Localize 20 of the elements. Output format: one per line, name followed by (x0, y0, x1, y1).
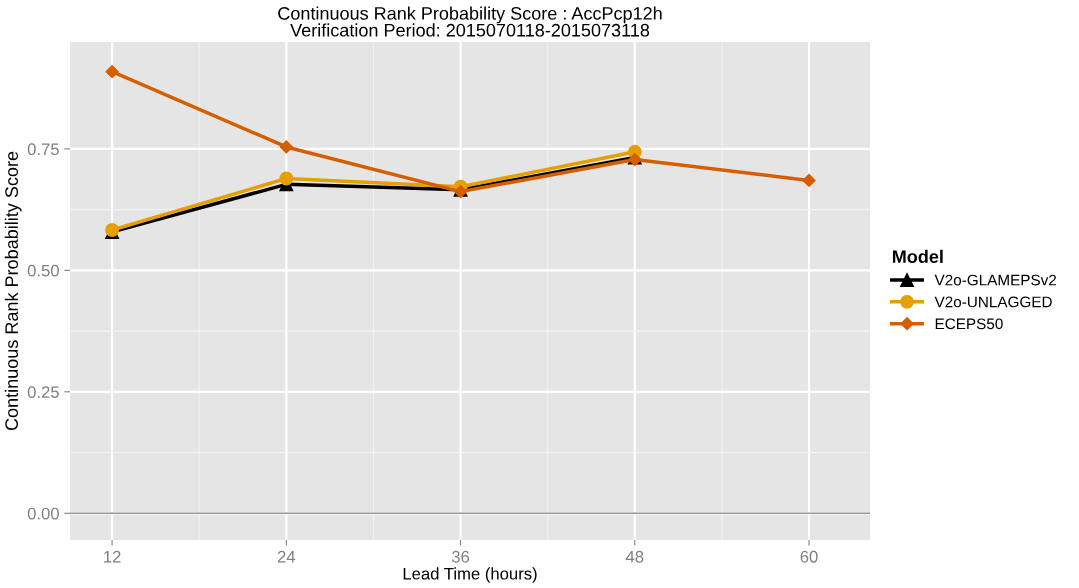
legend-label: ECEPS50 (935, 318, 1003, 330)
x-tick-label: 60 (800, 550, 818, 563)
x-tick-label: 12 (104, 550, 121, 563)
chart-title: Continuous Rank Probability Score : AccPcp12h Verification Period: 2015070118-2015073118 (278, 6, 662, 37)
x-tick-label: 48 (625, 550, 644, 563)
point (279, 140, 293, 154)
x-axis-title: Lead Time (hours) (403, 567, 537, 583)
legend-label: V2o-GLAMEPSv2 (934, 274, 1057, 286)
x-tick-label: 24 (277, 550, 296, 563)
x-tick-label: 36 (451, 550, 470, 563)
y-tick-label: 0.75 (27, 143, 59, 156)
legend-title: Model (892, 249, 943, 264)
legend-label: V2o-UNLAGGED (934, 296, 1052, 308)
y-axis-title: Continuous Rank Probability Score (4, 151, 22, 431)
point (802, 173, 816, 188)
y-tick-label: 0.50 (27, 264, 59, 277)
point (105, 65, 119, 79)
y-tick-label: 0.00 (27, 507, 59, 520)
point (279, 171, 294, 186)
y-tick-label: 0.25 (27, 386, 59, 399)
